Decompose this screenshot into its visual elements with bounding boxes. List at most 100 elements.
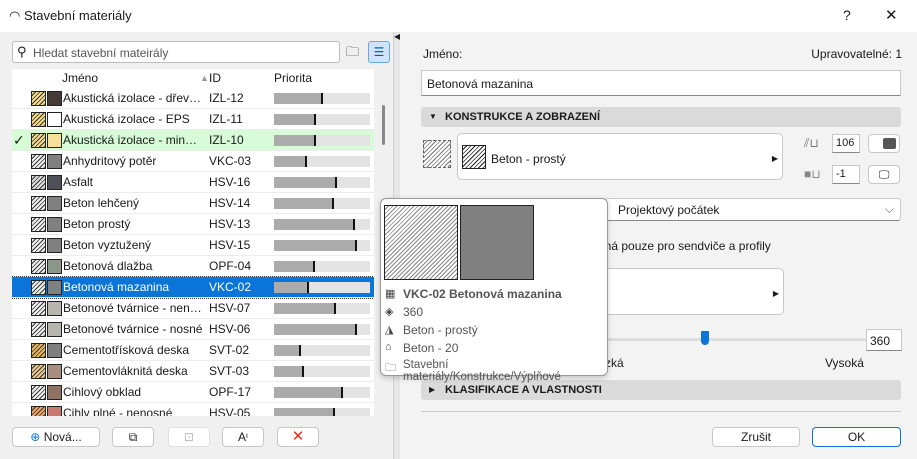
- fill-name: Beton - prostý: [491, 152, 566, 166]
- color-swatch: [47, 364, 62, 379]
- priority-bar-fill: [274, 282, 309, 293]
- chevron-right-icon: ▶: [772, 289, 779, 298]
- name-value: Betonová mazanina: [427, 77, 534, 91]
- table-row[interactable]: Betonová mazanina VKC-02: [12, 276, 374, 299]
- table-row[interactable]: Akustická izolace - dřevovláknitá IZL-12: [12, 88, 374, 109]
- fill-pattern-swatch: [31, 112, 46, 127]
- chevron-right-icon: ▶: [771, 154, 778, 163]
- priority-value: 360: [870, 334, 891, 348]
- column-header-priority[interactable]: Priorita: [274, 71, 313, 85]
- priority-bar: [274, 177, 370, 188]
- priority-bar: [274, 219, 370, 230]
- fill-pattern-swatch: [31, 133, 46, 148]
- fill-pattern-swatch: [31, 301, 46, 316]
- help-button[interactable]: ?: [843, 7, 851, 23]
- color-swatch: [47, 217, 62, 232]
- rename-button[interactable]: Aᶦ: [222, 427, 264, 447]
- folder-view-icon[interactable]: 🗀: [346, 44, 360, 59]
- color-swatch: [47, 280, 62, 295]
- material-id: HSV-07: [209, 301, 251, 315]
- material-id: OPF-17: [209, 385, 252, 399]
- table-row[interactable]: Akustická izolace - EPS IZL-11: [12, 109, 374, 130]
- table-row[interactable]: Cementovláknitá deska SVT-03: [12, 361, 374, 382]
- priority-slider-thumb[interactable]: [700, 331, 709, 345]
- material-id: IZL-10: [209, 133, 244, 147]
- material-id: HSV-16: [209, 175, 251, 189]
- priority-bar-fill: [274, 198, 334, 209]
- table-row[interactable]: Cihly plné - nenosné HSV-05: [12, 403, 374, 416]
- color-swatch: [47, 175, 62, 190]
- search-input[interactable]: ⚲ Hledat stavební mateirály: [12, 41, 340, 63]
- priority-input[interactable]: 360: [866, 329, 902, 351]
- table-row[interactable]: Betonové tvárnice - nosné HSV-06: [12, 319, 374, 340]
- material-name: Cementovláknitá deska: [63, 364, 188, 378]
- fill-icon: ◮: [385, 324, 394, 336]
- duplicate-button[interactable]: ⧉: [112, 427, 154, 447]
- priority-bar: [274, 240, 370, 251]
- section-classification-properties[interactable]: ▶ KLASIFIKACE A VLASTNOSTI: [421, 380, 901, 400]
- priority-bar-fill: [274, 135, 317, 146]
- list-view-icon[interactable]: ☰: [368, 41, 390, 63]
- material-name: Beton vyztužený: [63, 238, 152, 252]
- priority-bar: [274, 387, 370, 398]
- duplicate-icon: ⧉: [128, 430, 138, 444]
- ok-button[interactable]: OK: [812, 427, 901, 447]
- material-id: HSV-06: [209, 322, 251, 336]
- monitor-icon: 🖵: [878, 169, 890, 181]
- table-row[interactable]: Cementotřísková deska SVT-02: [12, 340, 374, 361]
- materials-table: Jméno ▲ ID Priorita Akustická izolace - …: [12, 69, 374, 416]
- pen-color-button[interactable]: [868, 134, 900, 153]
- screen-color-button[interactable]: 🖵: [868, 165, 900, 184]
- priority-bar-fill: [274, 408, 336, 416]
- pen-color-swatch: [883, 138, 896, 149]
- priority-slider[interactable]: [605, 338, 867, 341]
- search-placeholder: Hledat stavební mateirály: [33, 46, 169, 60]
- priority-bar-fill: [274, 261, 316, 272]
- table-row[interactable]: Beton prostý HSV-13: [12, 214, 374, 235]
- material-id: IZL-12: [209, 91, 244, 105]
- material-id: HSV-15: [209, 238, 251, 252]
- collapse-arrow-icon[interactable]: ◀: [394, 32, 401, 41]
- delete-button[interactable]: ✕: [277, 427, 319, 447]
- building-material-icon: ▦: [385, 288, 396, 300]
- priority-low-label: zká: [605, 356, 624, 370]
- column-header-name[interactable]: Jméno: [62, 71, 99, 85]
- color-swatch: [47, 91, 62, 106]
- section-construction-display[interactable]: ▼ KONSTRUKCE A ZOBRAZENÍ: [421, 107, 901, 127]
- folder-icon: 🗀: [385, 362, 396, 374]
- tooltip-title: VKC-02 Betonová mazanina: [403, 287, 562, 301]
- material-tooltip: ▦ VKC-02 Betonová mazanina ◈ 360 ◮ Beton…: [380, 198, 608, 383]
- fill-picker-button[interactable]: Beton - prostý ▶: [457, 133, 783, 180]
- cancel-button[interactable]: Zrušit: [712, 427, 800, 447]
- availability-note: pná pouze pro sendviče a profily: [598, 239, 771, 253]
- priority-bar: [274, 366, 370, 377]
- list-scrollbar[interactable]: [382, 105, 385, 145]
- fill-pen-input[interactable]: 106: [832, 134, 860, 153]
- close-button[interactable]: ✕: [885, 7, 898, 24]
- table-row[interactable]: Betonové tvárnice - nenosné HSV-07: [12, 298, 374, 319]
- fill-origin-dropdown[interactable]: Projektový počátek ⌵: [605, 198, 901, 221]
- background-pen-input[interactable]: -1: [832, 165, 860, 184]
- table-row[interactable]: Cihlový obklad OPF-17: [12, 382, 374, 403]
- fill-pattern-swatch: [31, 154, 46, 169]
- table-row[interactable]: Betonová dlažba OPF-04: [12, 256, 374, 277]
- title-bar: ◠ Stavební materiály ? ✕: [0, 0, 917, 32]
- table-row[interactable]: Beton vyztužený HSV-15: [12, 235, 374, 256]
- color-swatch: [47, 343, 62, 358]
- column-header-id[interactable]: ID: [209, 71, 221, 85]
- new-material-button[interactable]: ⊕ Nová...: [12, 427, 100, 447]
- tooltip-fill-swatch: [384, 205, 458, 280]
- table-row[interactable]: ✓ Akustická izolace - minerální IZL-10: [12, 130, 374, 151]
- table-row[interactable]: Beton lehčený HSV-14: [12, 193, 374, 214]
- editable-count: Upravovatelné: 1: [811, 47, 902, 61]
- surface-picker-button[interactable]: ▶: [598, 268, 784, 315]
- fill-pattern-swatch: [31, 343, 46, 358]
- table-row[interactable]: Anhydritový potěr VKC-03: [12, 151, 374, 172]
- table-row[interactable]: Asfalt HSV-16: [12, 172, 374, 193]
- priority-bar-fill: [274, 177, 338, 188]
- priority-bar-fill: [274, 324, 357, 335]
- name-input[interactable]: Betonová mazanina: [421, 70, 901, 96]
- material-name: Asfalt: [63, 175, 94, 189]
- divider: [421, 411, 901, 412]
- priority-bar-fill: [274, 156, 307, 167]
